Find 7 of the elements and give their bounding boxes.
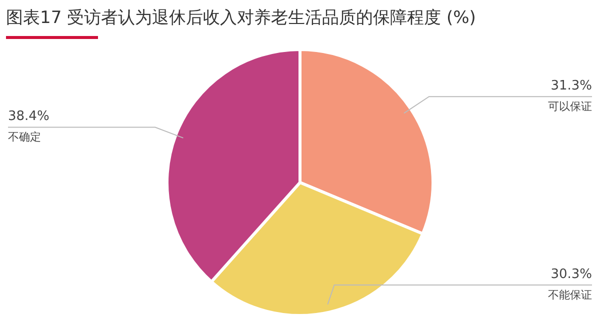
- data-label: 30.3%: [550, 266, 592, 282]
- data-label: 31.3%: [550, 78, 592, 94]
- data-label: 38.4%: [8, 109, 50, 124]
- slice-label: 不能保证: [548, 288, 592, 302]
- chart-title: 图表17 受访者认为退休后收入对养老生活品质的保障程度 (%): [6, 7, 476, 29]
- slice-label: 可以保证: [548, 100, 592, 113]
- slice-label: 不确定: [8, 130, 41, 144]
